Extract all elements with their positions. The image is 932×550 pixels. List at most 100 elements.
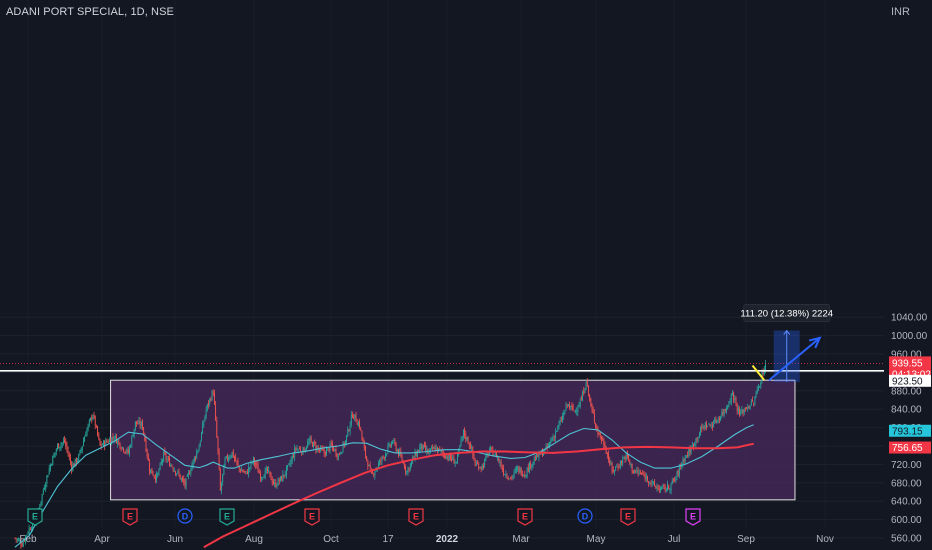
candle-body — [605, 447, 607, 454]
consolidation-rectangle[interactable] — [110, 379, 796, 501]
candle — [413, 455, 415, 459]
candle — [134, 421, 136, 432]
candle — [264, 467, 266, 480]
candle-body — [337, 454, 339, 459]
candle — [715, 416, 717, 424]
candle-body — [490, 448, 491, 450]
price-tick-label: 1040.00 — [891, 313, 928, 324]
candle — [290, 456, 292, 468]
candle-body — [311, 442, 313, 447]
candle-body — [728, 404, 730, 407]
earnings-marker[interactable]: E — [27, 508, 43, 526]
candle — [716, 419, 718, 424]
candle — [643, 471, 645, 477]
candle — [373, 472, 375, 478]
candle — [601, 435, 602, 444]
candle-body — [461, 436, 463, 439]
candle-body — [396, 450, 398, 452]
earnings-marker[interactable]: E — [685, 508, 701, 526]
candle — [526, 466, 528, 479]
candle — [386, 453, 388, 457]
candle — [584, 387, 586, 394]
candle-body — [101, 444, 103, 446]
price-tick-label: 640.00 — [891, 497, 922, 508]
candle-body — [559, 420, 561, 424]
candle-body — [169, 458, 171, 467]
earnings-marker[interactable]: E — [122, 508, 138, 526]
earnings-marker[interactable]: E — [620, 508, 636, 526]
candle-body — [308, 441, 310, 444]
event-marker-label: E — [522, 512, 528, 522]
candle-body — [173, 470, 175, 472]
candle — [270, 472, 272, 481]
candle — [747, 403, 749, 412]
candle — [60, 441, 62, 451]
range-box[interactable] — [110, 379, 796, 501]
candle — [310, 435, 312, 444]
drawings[interactable]: 111.20 (12.38%) 2224 — [0, 304, 884, 383]
candle-body — [726, 408, 727, 412]
dividend-marker[interactable]: D — [177, 508, 193, 524]
candle-body — [223, 464, 225, 476]
dividend-marker[interactable]: D — [577, 508, 593, 524]
candle — [44, 484, 45, 491]
candle-body — [506, 475, 508, 478]
candle — [360, 426, 362, 432]
candle-body — [690, 446, 692, 453]
candle — [355, 411, 357, 423]
candle — [563, 410, 565, 420]
candle-body — [696, 437, 698, 440]
candle-body — [110, 439, 112, 443]
pullback-line[interactable] — [751, 364, 766, 381]
candle — [566, 403, 568, 409]
candle-body — [704, 422, 706, 429]
earnings-marker[interactable]: E — [408, 508, 424, 526]
candle-body — [26, 534, 28, 537]
candle-body — [235, 457, 237, 462]
earnings-marker[interactable]: E — [219, 508, 235, 526]
time-tick-label: Jul — [668, 534, 681, 545]
candle-body — [296, 448, 298, 451]
candle-body — [91, 417, 93, 420]
candle-body — [335, 448, 337, 456]
candle-body — [389, 444, 391, 446]
candle-body — [422, 444, 424, 450]
candle — [510, 476, 512, 480]
earnings-marker[interactable]: E — [517, 508, 533, 526]
candle — [551, 436, 553, 442]
candle-body — [588, 385, 589, 394]
symbol-title[interactable]: ADANI PORT SPECIAL, 1D, NSE — [6, 6, 174, 18]
candle — [602, 435, 604, 442]
candle-body — [322, 449, 324, 450]
candle — [243, 469, 245, 474]
candle — [88, 418, 90, 428]
candle-body — [213, 392, 215, 405]
candle — [235, 453, 237, 462]
candle — [58, 443, 60, 449]
candle-body — [98, 434, 100, 439]
candle — [523, 474, 525, 477]
candle — [420, 442, 422, 452]
candle — [592, 406, 594, 414]
earnings-marker[interactable]: E — [304, 508, 320, 526]
candle-body — [407, 468, 409, 473]
candle — [393, 437, 395, 444]
candle — [226, 453, 228, 462]
candle-body — [408, 467, 410, 470]
resistance-price-tag-bg — [889, 374, 931, 387]
candle — [216, 416, 218, 439]
candle — [639, 469, 641, 475]
candle-body — [310, 437, 312, 442]
candle — [48, 464, 50, 475]
candle-body — [210, 399, 212, 401]
time-axis[interactable]: Feb Apr Jun Aug Oct 17 2022 Mar May Jul Sep Nov — [19, 534, 834, 545]
candle-body — [621, 460, 622, 464]
candle-body — [86, 428, 88, 436]
candle — [503, 464, 504, 477]
candle-body — [315, 444, 317, 450]
projection-arrow-line[interactable] — [768, 337, 821, 381]
candle-body — [580, 399, 582, 401]
candle — [160, 458, 162, 466]
